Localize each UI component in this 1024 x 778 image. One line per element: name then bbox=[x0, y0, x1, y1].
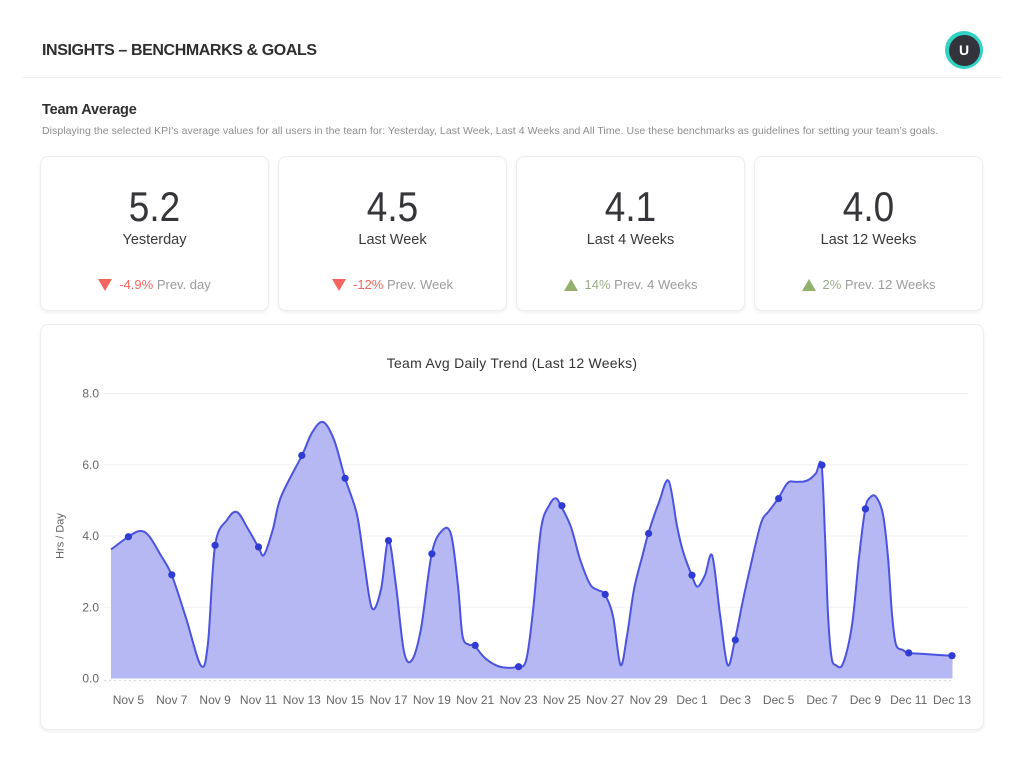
svg-text:8.0: 8.0 bbox=[82, 387, 99, 401]
svg-text:Nov 5: Nov 5 bbox=[113, 693, 145, 707]
svg-text:6.0: 6.0 bbox=[82, 458, 99, 472]
svg-text:Nov 15: Nov 15 bbox=[326, 693, 364, 707]
svg-text:Dec 13: Dec 13 bbox=[933, 693, 971, 707]
svg-text:Nov 9: Nov 9 bbox=[199, 693, 231, 707]
svg-text:Hrs / Day: Hrs / Day bbox=[54, 513, 66, 559]
svg-text:Dec 1: Dec 1 bbox=[676, 693, 708, 707]
svg-text:Dec 5: Dec 5 bbox=[763, 693, 795, 707]
svg-text:0.0: 0.0 bbox=[82, 672, 99, 686]
svg-text:Dec 7: Dec 7 bbox=[806, 693, 838, 707]
svg-text:2.0: 2.0 bbox=[82, 600, 99, 614]
svg-text:Nov 29: Nov 29 bbox=[630, 693, 668, 707]
svg-text:4.0: 4.0 bbox=[82, 529, 99, 543]
svg-text:Dec 11: Dec 11 bbox=[890, 693, 927, 707]
svg-text:Nov 13: Nov 13 bbox=[283, 693, 321, 707]
svg-text:Nov 27: Nov 27 bbox=[586, 693, 624, 707]
svg-text:Nov 19: Nov 19 bbox=[413, 693, 451, 707]
svg-text:Dec 9: Dec 9 bbox=[850, 693, 882, 707]
svg-text:Nov 23: Nov 23 bbox=[500, 693, 538, 707]
svg-text:Nov 11: Nov 11 bbox=[240, 693, 277, 707]
svg-text:Nov 25: Nov 25 bbox=[543, 693, 581, 707]
svg-text:Dec 3: Dec 3 bbox=[720, 693, 752, 707]
svg-text:Nov 21: Nov 21 bbox=[456, 693, 494, 707]
svg-text:Nov 17: Nov 17 bbox=[369, 693, 407, 707]
svg-text:Nov 7: Nov 7 bbox=[156, 693, 188, 707]
